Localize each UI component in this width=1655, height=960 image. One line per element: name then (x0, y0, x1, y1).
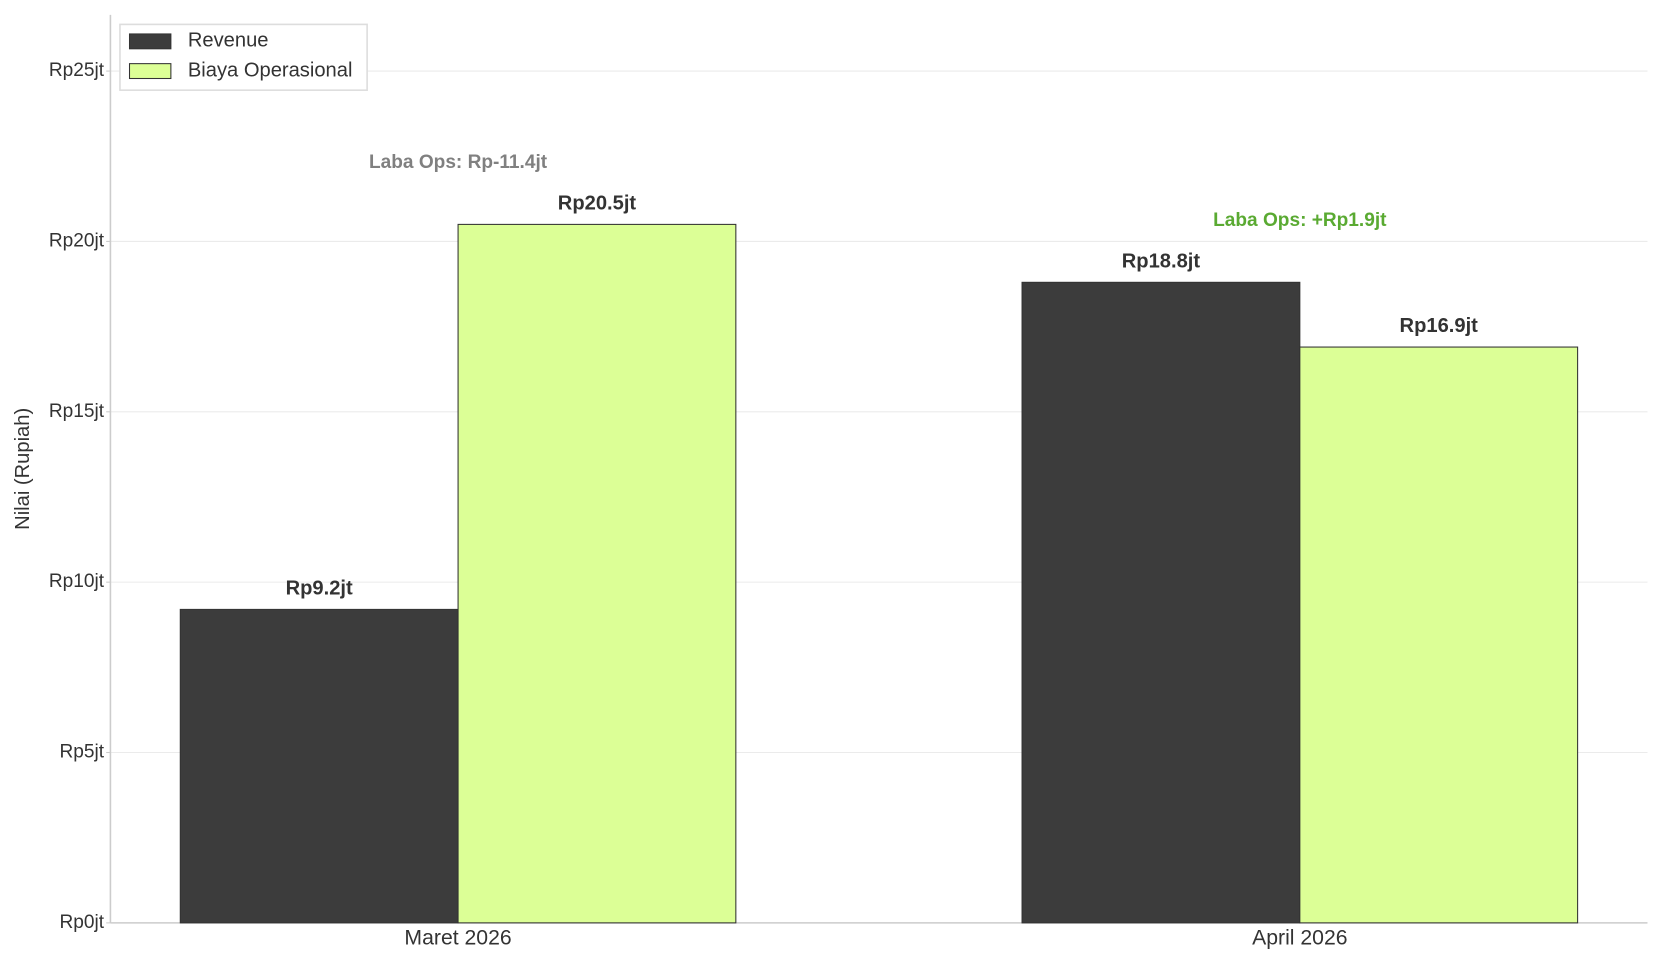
y-tick-label: Rp5jt (60, 742, 105, 763)
y-tick-label: Rp25jt (49, 60, 105, 81)
x-tick-label: Maret 2026 (404, 926, 511, 949)
y-tick-label: Rp10jt (49, 571, 105, 592)
bar (179, 608, 459, 924)
annotation: Laba Ops: +Rp1.9jt (1213, 210, 1387, 231)
y-tick-label: Rp0jt (60, 912, 105, 933)
legend-swatch (128, 63, 172, 80)
value-label: Rp20.5jt (558, 193, 637, 215)
bar (457, 223, 737, 924)
annotation: Laba Ops: Rp-11.4jt (369, 152, 548, 173)
y-axis-label: Nilai (Rupiah) (12, 408, 34, 530)
y-tick-label: Rp15jt (49, 401, 105, 422)
value-label: Rp9.2jt (286, 578, 353, 600)
bar (1299, 346, 1579, 924)
value-label: Rp16.9jt (1400, 315, 1479, 337)
legend-frame (119, 23, 368, 91)
y-tick-label: Rp20jt (49, 230, 105, 251)
legend-label: Revenue (188, 30, 269, 52)
legend: Revenue Biaya Operasional (119, 23, 368, 91)
bar (1021, 281, 1301, 924)
legend-swatch (128, 33, 172, 50)
value-label: Rp18.8jt (1122, 250, 1201, 272)
x-tick-label: April 2026 (1252, 926, 1347, 949)
legend-label: Biaya Operasional (188, 59, 353, 81)
